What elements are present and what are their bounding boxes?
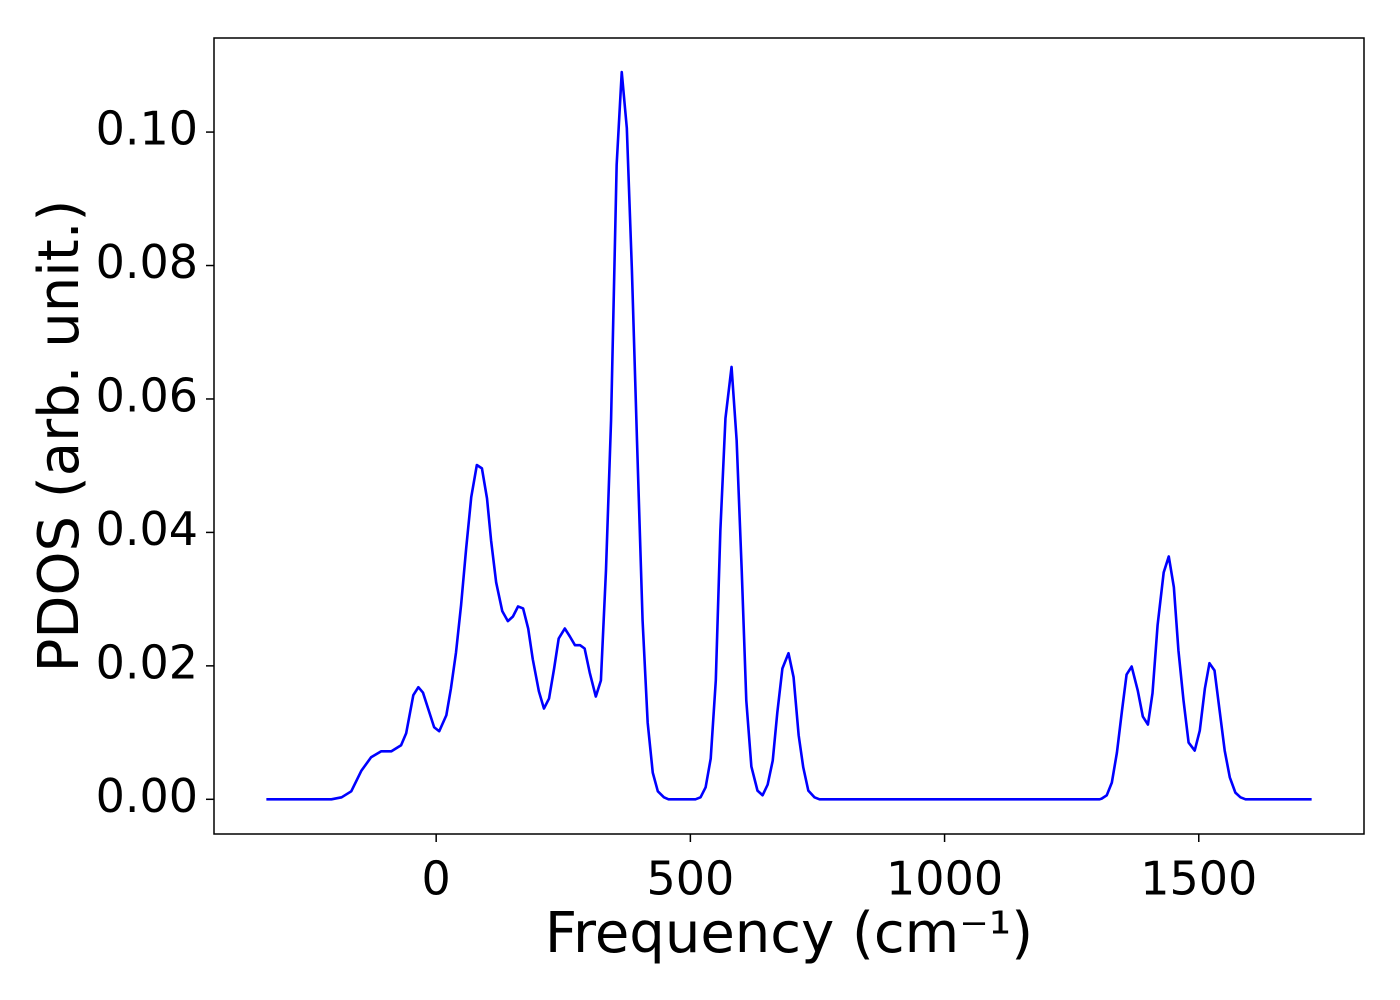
plot-frame <box>213 37 1365 835</box>
y-tick-label: 0.10 <box>96 102 198 156</box>
y-axis-label: PDOS (arb. unit.) <box>27 200 92 673</box>
y-tick-label: 0.04 <box>96 502 198 556</box>
x-tick-label: 0 <box>422 852 451 906</box>
y-tick-label: 0.06 <box>96 368 198 422</box>
x-tick-label: 1000 <box>886 852 1003 906</box>
x-tick-label: 1500 <box>1140 852 1257 906</box>
y-tick-label: 0.00 <box>96 769 198 823</box>
data-line <box>266 70 1312 801</box>
x-tick-label: 500 <box>646 852 734 906</box>
y-tick-label: 0.02 <box>96 635 198 689</box>
x-axis-label: Frequency (cm⁻¹) <box>545 901 1033 966</box>
y-tick-label: 0.08 <box>96 235 198 289</box>
